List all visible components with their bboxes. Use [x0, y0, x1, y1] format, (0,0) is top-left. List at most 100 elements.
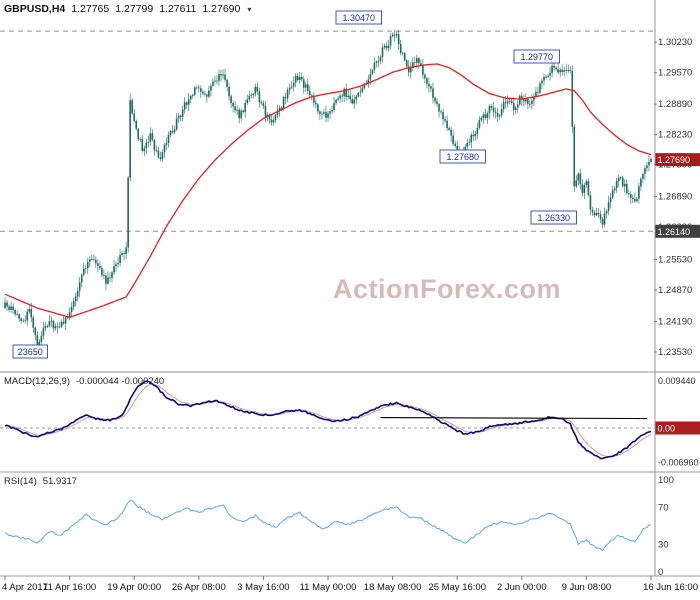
- candle-body: [339, 95, 341, 99]
- candle-body: [86, 261, 89, 269]
- candle-body: [163, 144, 166, 153]
- candle-body: [363, 84, 366, 89]
- candle-body: [99, 265, 101, 269]
- candle-body: [541, 80, 543, 84]
- candle-body: [298, 76, 301, 81]
- candle-body: [619, 177, 622, 179]
- x-axis-label: 2 Jun 00:00: [497, 582, 547, 593]
- rsi-axis-label: 30: [658, 539, 669, 550]
- candle-body: [599, 214, 602, 220]
- candle-body: [630, 194, 632, 198]
- candle-body: [88, 259, 91, 262]
- moving-average-line: [4, 63, 652, 318]
- candle-body: [484, 114, 487, 118]
- candle-body: [177, 115, 180, 119]
- candle-body: [173, 129, 176, 133]
- candle-body: [38, 341, 41, 345]
- candle-body: [454, 143, 456, 146]
- candle-body: [369, 74, 372, 80]
- candle-body: [559, 69, 561, 73]
- candle-body: [123, 253, 125, 254]
- y-axis-label: 1.26890: [658, 192, 692, 203]
- candle-body: [28, 309, 31, 312]
- rsi-axis-label: 70: [658, 503, 669, 514]
- candle-body: [72, 301, 75, 307]
- candle-body: [500, 109, 503, 116]
- candle-body: [84, 268, 87, 269]
- candle-body: [200, 88, 202, 92]
- candle-body: [117, 262, 119, 265]
- candle-body: [307, 84, 309, 92]
- candle-body: [591, 209, 594, 213]
- candle-body: [321, 113, 323, 115]
- y-axis-label: 1.23530: [658, 347, 692, 358]
- candle-body: [446, 120, 448, 129]
- candle-body: [290, 86, 293, 88]
- candle-body: [147, 142, 150, 143]
- candle-body: [22, 320, 24, 322]
- candle-body: [62, 321, 65, 324]
- candle-body: [399, 43, 402, 53]
- candle-body: [343, 88, 345, 97]
- candle-body: [577, 173, 580, 181]
- candle-body: [280, 107, 283, 110]
- candle-body: [58, 326, 61, 328]
- x-axis-label: 16 Jun 16:00: [643, 582, 698, 593]
- candle-body: [234, 106, 236, 111]
- candle-body: [171, 131, 174, 133]
- candle-body: [46, 326, 49, 327]
- candle-body: [40, 335, 43, 342]
- candle-body: [210, 85, 212, 91]
- candle-body: [393, 34, 396, 36]
- candle-body: [367, 79, 370, 84]
- candle-body: [395, 34, 398, 36]
- candle-body: [244, 102, 247, 113]
- candle-body: [111, 272, 113, 278]
- macd-values: -0.000044 -0.000240: [76, 376, 165, 387]
- candle-body: [613, 188, 616, 191]
- y-axis-label: 1.24190: [658, 316, 692, 327]
- candle-body: [74, 296, 77, 302]
- candle-body: [523, 99, 525, 102]
- candle-body: [383, 45, 386, 48]
- candle-body: [208, 90, 210, 97]
- candle-body: [563, 70, 565, 72]
- candle-body: [240, 110, 242, 119]
- candle-body: [64, 317, 67, 324]
- candle-body: [557, 69, 559, 73]
- candle-body: [403, 53, 406, 61]
- candle-body: [82, 268, 85, 275]
- candle-body: [391, 34, 394, 37]
- candle-body: [601, 219, 604, 225]
- candle-body: [535, 92, 537, 97]
- candle-body: [311, 95, 313, 96]
- candle-body: [387, 45, 390, 49]
- candle-body: [14, 310, 16, 315]
- candle-body: [129, 100, 131, 178]
- candle-body: [440, 111, 442, 113]
- support-price-badge-text: 1.26140: [658, 227, 691, 237]
- candle-body: [545, 76, 547, 78]
- candle-body: [272, 120, 275, 123]
- candle-body: [573, 126, 576, 187]
- candle-body: [504, 102, 507, 104]
- candle-body: [278, 107, 281, 111]
- candle-body: [543, 76, 545, 81]
- candle-body: [411, 62, 414, 68]
- candle-body: [288, 87, 291, 90]
- candle-body: [426, 78, 428, 84]
- candle-body: [494, 111, 497, 113]
- candle-body: [478, 120, 481, 128]
- candle-body: [325, 112, 327, 118]
- x-axis-label: 11 Apr 16:00: [43, 582, 96, 593]
- candle-body: [432, 88, 434, 98]
- candle-body: [204, 93, 206, 95]
- candle-body: [472, 134, 475, 137]
- candle-body: [385, 45, 388, 49]
- candle-body: [555, 67, 557, 70]
- candle-body: [12, 306, 14, 311]
- candle-body: [603, 213, 606, 225]
- candle-body: [347, 95, 349, 97]
- candle-body: [274, 115, 277, 121]
- chart-header: GBPUSD,H4 1.27765 1.27799 1.27611 1.2769…: [4, 3, 251, 15]
